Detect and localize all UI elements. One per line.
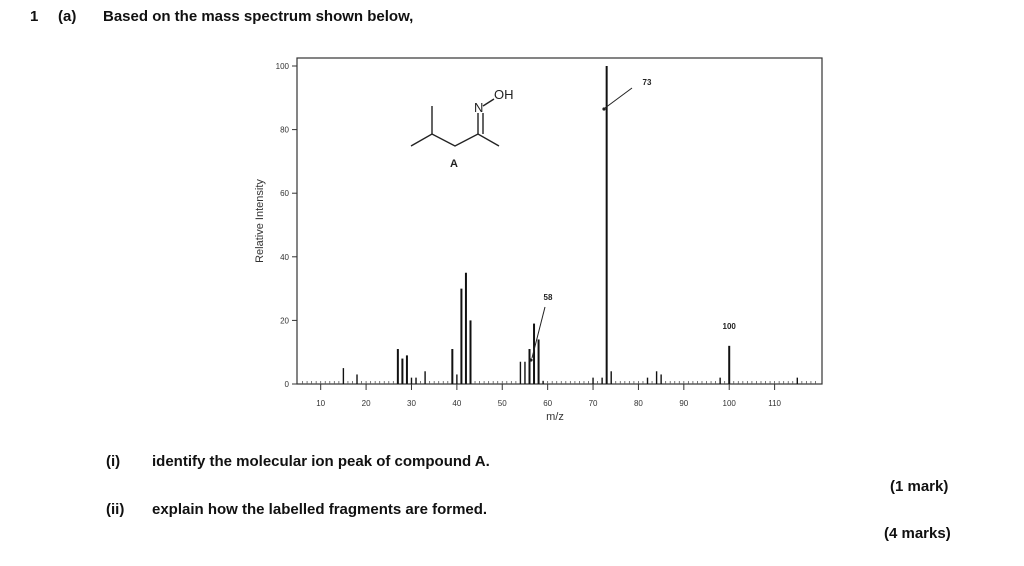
subpart-i-label: (i)	[106, 453, 121, 470]
annotation-arrowhead	[529, 358, 533, 362]
x-tick-label: 50	[498, 399, 507, 408]
annotation-arrowhead	[602, 107, 606, 111]
x-tick-label: 90	[679, 399, 688, 408]
molecule-structure	[410, 98, 500, 147]
y-tick-label: 80	[280, 126, 289, 135]
annotation-leader-58	[531, 306, 546, 359]
molecule-label: A	[450, 158, 458, 170]
molecule-oh-group: OH	[494, 87, 514, 102]
plot-frame	[296, 57, 823, 385]
x-tick-label: 70	[589, 399, 598, 408]
subpart-ii-label: (ii)	[106, 501, 125, 518]
y-tick-label: 60	[280, 189, 289, 198]
question-stem: Based on the mass spectrum shown below,	[103, 8, 414, 25]
y-tick-label: 100	[276, 62, 290, 71]
y-tick-label: 0	[285, 380, 290, 389]
peak-label-100: 100	[723, 322, 737, 331]
x-axis-label: m/z	[546, 411, 564, 423]
x-tick-label: 10	[316, 399, 325, 408]
subpart-i-marks: (1 mark)	[890, 478, 949, 495]
y-axis-label: Relative Intensity	[254, 179, 266, 263]
peak-label-58: 58	[544, 293, 553, 302]
annotation-leader-73	[604, 87, 633, 109]
y-tick-label: 40	[280, 253, 289, 262]
x-tick-label: 40	[452, 399, 461, 408]
question-number: 1	[30, 8, 39, 25]
x-tick-label: 60	[543, 399, 552, 408]
x-tick-label: 80	[634, 399, 643, 408]
question-part: (a)	[58, 8, 77, 25]
x-tick-label: 100	[723, 399, 737, 408]
molecule-n-atom: N	[474, 100, 483, 115]
x-tick-label: 30	[407, 399, 416, 408]
x-tick-label: 110	[768, 399, 781, 408]
subpart-ii-marks: (4 marks)	[884, 525, 951, 542]
subpart-ii-text: explain how the labelled fragments are f…	[152, 501, 488, 518]
subpart-i-text: identify the molecular ion peak of compo…	[152, 453, 490, 470]
x-tick-label: 20	[362, 399, 371, 408]
y-tick-label: 20	[280, 316, 289, 325]
peak-label-73: 73	[643, 78, 652, 87]
